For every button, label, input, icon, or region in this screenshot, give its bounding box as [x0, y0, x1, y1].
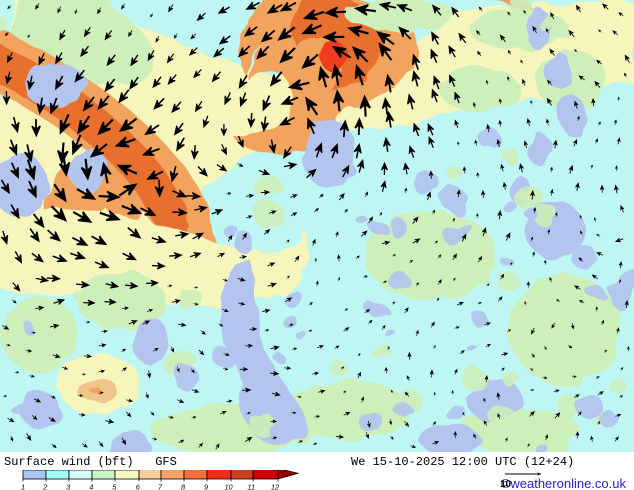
svg-text:5: 5 [112, 483, 117, 490]
svg-text:10: 10 [500, 479, 512, 490]
svg-text:8: 8 [181, 483, 186, 490]
svg-text:2: 2 [42, 483, 47, 490]
svg-text:4: 4 [89, 483, 93, 490]
svg-text:6: 6 [136, 483, 141, 490]
svg-text:12: 12 [271, 483, 279, 490]
svg-text:3: 3 [66, 483, 70, 490]
svg-text:9: 9 [204, 483, 208, 490]
svg-text:10: 10 [225, 483, 233, 490]
svg-text:7: 7 [158, 483, 163, 490]
svg-text:1: 1 [21, 483, 25, 490]
svg-text:11: 11 [248, 483, 256, 490]
